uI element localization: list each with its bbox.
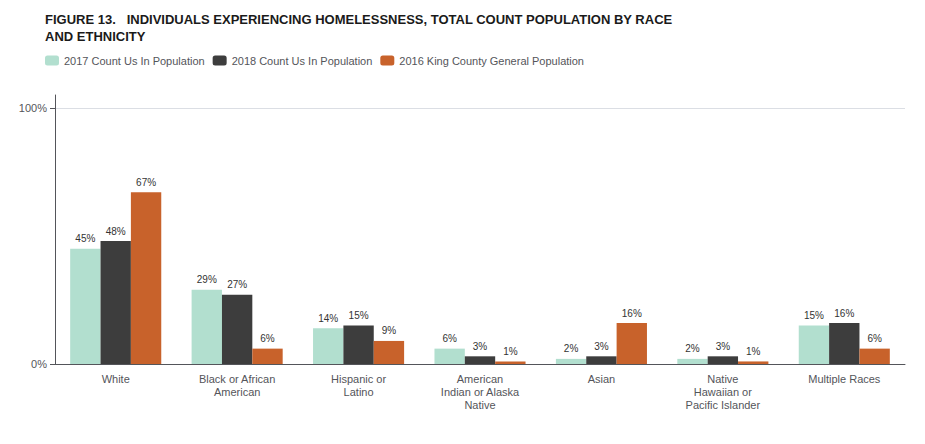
svg-text:6%: 6% <box>260 333 275 344</box>
svg-text:45%: 45% <box>75 233 95 244</box>
svg-text:1%: 1% <box>503 346 518 357</box>
svg-text:6%: 6% <box>442 333 457 344</box>
svg-text:White: White <box>102 373 130 385</box>
svg-text:Latino: Latino <box>344 386 374 398</box>
svg-text:15%: 15% <box>349 310 369 321</box>
svg-text:15%: 15% <box>804 310 824 321</box>
svg-text:Pacific Islander: Pacific Islander <box>686 399 761 411</box>
svg-text:American: American <box>457 373 503 385</box>
svg-text:14%: 14% <box>318 313 338 324</box>
svg-text:Native: Native <box>707 373 738 385</box>
svg-text:Multiple Races: Multiple Races <box>808 373 881 385</box>
svg-text:2%: 2% <box>564 343 579 354</box>
svg-text:1%: 1% <box>746 346 761 357</box>
svg-text:2016 King County General Popul: 2016 King County General Population <box>399 55 584 67</box>
svg-text:FIGURE 13. INDIVIDUALS EXPER: FIGURE 13. INDIVIDUALS EXPERIENCING HOME… <box>45 12 673 27</box>
svg-text:American: American <box>214 386 260 398</box>
svg-text:48%: 48% <box>106 226 126 237</box>
svg-text:Native: Native <box>464 399 495 411</box>
svg-text:16%: 16% <box>834 308 854 319</box>
svg-text:67%: 67% <box>136 177 156 188</box>
svg-text:2%: 2% <box>685 343 700 354</box>
svg-text:AND ETHNICITY: AND ETHNICITY <box>45 29 146 44</box>
svg-text:16%: 16% <box>622 308 642 319</box>
svg-text:27%: 27% <box>227 279 247 290</box>
svg-text:Asian: Asian <box>588 373 616 385</box>
svg-text:6%: 6% <box>867 333 882 344</box>
svg-text:29%: 29% <box>197 274 217 285</box>
svg-text:Hispanic or: Hispanic or <box>331 373 386 385</box>
svg-text:Black or African: Black or African <box>199 373 275 385</box>
svg-text:9%: 9% <box>382 325 397 336</box>
svg-text:Indian or Alaska: Indian or Alaska <box>441 386 520 398</box>
svg-text:2017 Count Us In Population: 2017 Count Us In Population <box>64 55 205 67</box>
svg-text:3%: 3% <box>716 341 731 352</box>
svg-text:0%: 0% <box>31 358 47 370</box>
svg-text:2018 Count Us In Population: 2018 Count Us In Population <box>232 55 373 67</box>
svg-text:3%: 3% <box>594 341 609 352</box>
svg-text:100%: 100% <box>19 102 47 114</box>
svg-text:Hawaiian or: Hawaiian or <box>694 386 752 398</box>
svg-text:3%: 3% <box>473 341 488 352</box>
